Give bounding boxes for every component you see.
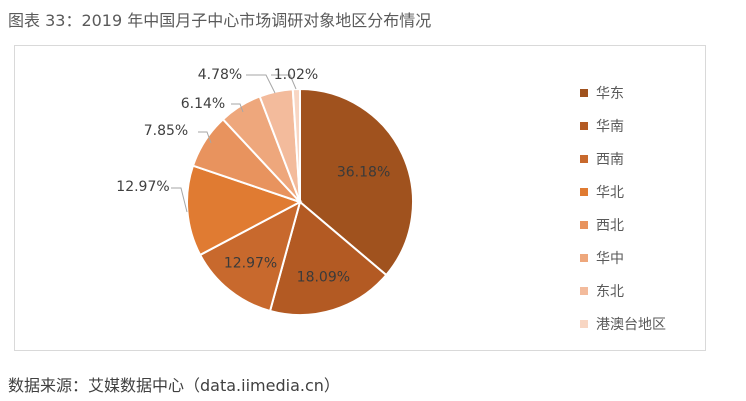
pie-slice-4 xyxy=(186,164,303,257)
legend-label: 华北 xyxy=(596,184,624,201)
data-label-5: 7.85% xyxy=(144,123,188,139)
legend-swatch xyxy=(580,187,588,196)
legend-swatch xyxy=(580,220,588,229)
data-label-4: 12.97% xyxy=(116,179,169,195)
data-label-8: 1.02% xyxy=(274,67,318,83)
legend-swatch xyxy=(580,88,588,97)
legend-swatch xyxy=(580,121,588,130)
figure-title: 图表 33：2019 年中国月子中心市场调研对象地区分布情况 xyxy=(8,11,432,30)
leader-line-8 xyxy=(271,74,297,90)
legend-item: 东北 xyxy=(580,274,700,307)
chart-legend: 华东华南西南华北西北华中东北港澳台地区 xyxy=(580,76,700,340)
source-text: 艾媒数据中心（data.iimedia.cn） xyxy=(88,376,340,395)
legend-swatch xyxy=(580,319,588,328)
legend-item: 西北 xyxy=(580,208,700,241)
leader-line-4 xyxy=(171,187,188,213)
legend-label: 东北 xyxy=(596,283,624,300)
pie-slice-1 xyxy=(299,87,414,277)
legend-label: 华东 xyxy=(596,85,624,102)
chart-frame xyxy=(14,45,706,351)
legend-label: 华中 xyxy=(596,250,624,267)
legend-label: 华南 xyxy=(596,118,624,135)
legend-item: 华中 xyxy=(580,241,700,274)
legend-item: 华北 xyxy=(580,175,700,208)
leader-line-7 xyxy=(246,74,276,94)
data-label-6: 6.14% xyxy=(181,96,225,112)
pie-slice-8 xyxy=(291,87,301,203)
data-label-1: 36.18% xyxy=(337,165,390,181)
legend-swatch xyxy=(580,286,588,295)
legend-label: 港澳台地区 xyxy=(596,316,666,333)
legend-item: 华南 xyxy=(580,109,700,142)
source-note: 数据来源：艾媒数据中心（data.iimedia.cn） xyxy=(8,372,340,396)
data-label-3: 12.97% xyxy=(224,256,277,272)
data-label-2: 18.09% xyxy=(297,270,350,286)
legend-item: 华东 xyxy=(580,76,700,109)
pie-slice-2 xyxy=(268,200,388,316)
leader-line-5 xyxy=(198,131,212,144)
pie-slice-3 xyxy=(198,200,302,313)
legend-item: 港澳台地区 xyxy=(580,307,700,340)
legend-label: 西北 xyxy=(596,217,624,234)
legend-item: 西南 xyxy=(580,142,700,175)
source-label: 数据来源： xyxy=(8,376,89,395)
data-label-7: 4.78% xyxy=(198,67,242,83)
leader-line-6 xyxy=(231,103,244,113)
legend-swatch xyxy=(580,154,588,163)
legend-label: 西南 xyxy=(596,151,624,168)
legend-swatch xyxy=(580,253,588,262)
